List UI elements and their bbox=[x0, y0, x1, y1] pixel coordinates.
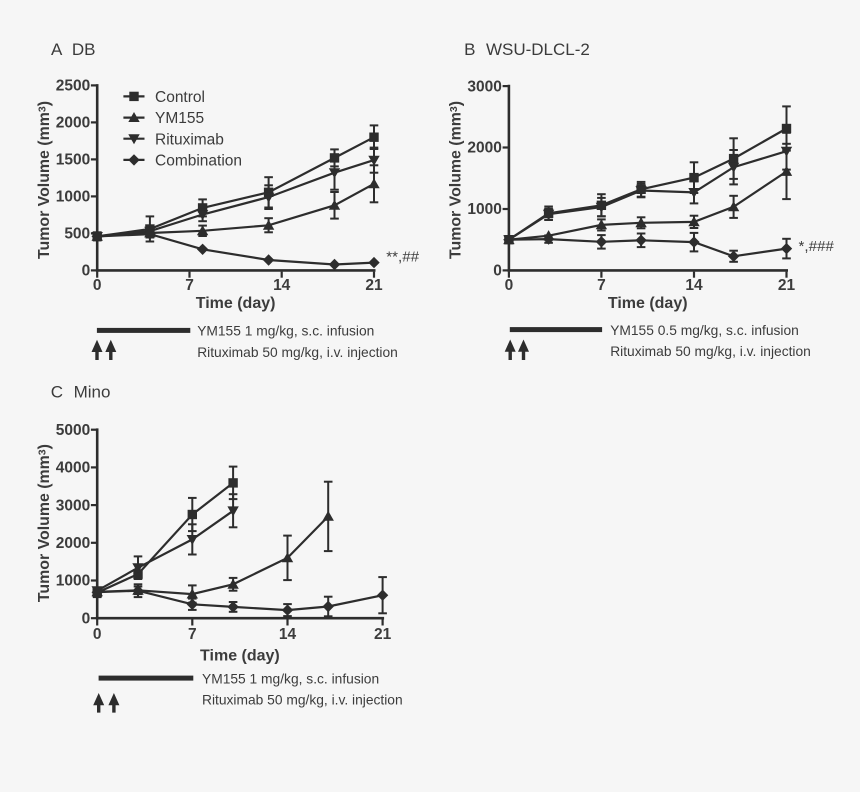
svg-text:Rituximab 50 mg/kg, i.v. injec: Rituximab 50 mg/kg, i.v. injection bbox=[610, 344, 811, 359]
svg-text:0: 0 bbox=[82, 610, 91, 627]
svg-text:YM155 1 mg/kg, s.c. infusion: YM155 1 mg/kg, s.c. infusion bbox=[202, 671, 379, 686]
svg-text:Time (day): Time (day) bbox=[196, 295, 276, 312]
svg-text:Tumor Volume (mm3): Tumor Volume (mm3) bbox=[36, 444, 53, 602]
svg-text:0: 0 bbox=[493, 263, 502, 280]
svg-text:*,###: *,### bbox=[799, 238, 835, 255]
svg-text:YM155: YM155 bbox=[155, 110, 204, 127]
svg-text:1000: 1000 bbox=[467, 201, 501, 218]
svg-text:Tumor Volume (mm3): Tumor Volume (mm3) bbox=[448, 101, 465, 259]
svg-text:Time (day): Time (day) bbox=[200, 648, 280, 665]
svg-text:1500: 1500 bbox=[56, 152, 90, 169]
svg-text:3000: 3000 bbox=[56, 497, 90, 514]
svg-text:500: 500 bbox=[64, 226, 90, 243]
svg-text:4000: 4000 bbox=[56, 460, 90, 477]
svg-text:21: 21 bbox=[374, 626, 392, 643]
svg-text:ADB: A DB bbox=[51, 40, 95, 59]
svg-text:14: 14 bbox=[685, 277, 703, 294]
svg-text:0: 0 bbox=[93, 277, 102, 294]
svg-text:Time (day): Time (day) bbox=[608, 295, 688, 312]
svg-text:0: 0 bbox=[505, 277, 514, 294]
svg-text:Combination: Combination bbox=[155, 153, 242, 170]
svg-text:21: 21 bbox=[365, 277, 383, 294]
svg-text:7: 7 bbox=[188, 626, 197, 643]
svg-text:14: 14 bbox=[279, 626, 297, 643]
svg-text:1000: 1000 bbox=[56, 189, 90, 206]
svg-text:7: 7 bbox=[185, 277, 194, 294]
svg-text:Rituximab 50 mg/kg, i.v. injec: Rituximab 50 mg/kg, i.v. injection bbox=[202, 693, 403, 708]
svg-text:2000: 2000 bbox=[467, 140, 501, 157]
svg-text:YM155 1 mg/kg, s.c. infusion: YM155 1 mg/kg, s.c. infusion bbox=[197, 324, 374, 339]
svg-text:2000: 2000 bbox=[56, 115, 90, 132]
svg-text:14: 14 bbox=[273, 277, 291, 294]
svg-text:3000: 3000 bbox=[467, 78, 501, 95]
svg-text:0: 0 bbox=[93, 626, 102, 643]
svg-text:YM155 0.5 mg/kg, s.c. infusion: YM155 0.5 mg/kg, s.c. infusion bbox=[610, 323, 799, 338]
svg-text:Control: Control bbox=[155, 89, 205, 106]
svg-text:2000: 2000 bbox=[56, 535, 90, 552]
svg-text:21: 21 bbox=[778, 277, 796, 294]
svg-text:Rituximab: Rituximab bbox=[155, 131, 224, 148]
svg-text:2500: 2500 bbox=[56, 78, 90, 95]
svg-text:1000: 1000 bbox=[56, 573, 90, 590]
svg-text:**,##: **,## bbox=[386, 249, 419, 266]
svg-text:7: 7 bbox=[597, 277, 606, 294]
svg-text:Tumor Volume (mm3): Tumor Volume (mm3) bbox=[36, 101, 53, 259]
svg-text:0: 0 bbox=[82, 263, 91, 280]
svg-text:5000: 5000 bbox=[56, 422, 90, 439]
svg-text:Rituximab 50 mg/kg, i.v. injec: Rituximab 50 mg/kg, i.v. injection bbox=[197, 345, 398, 360]
